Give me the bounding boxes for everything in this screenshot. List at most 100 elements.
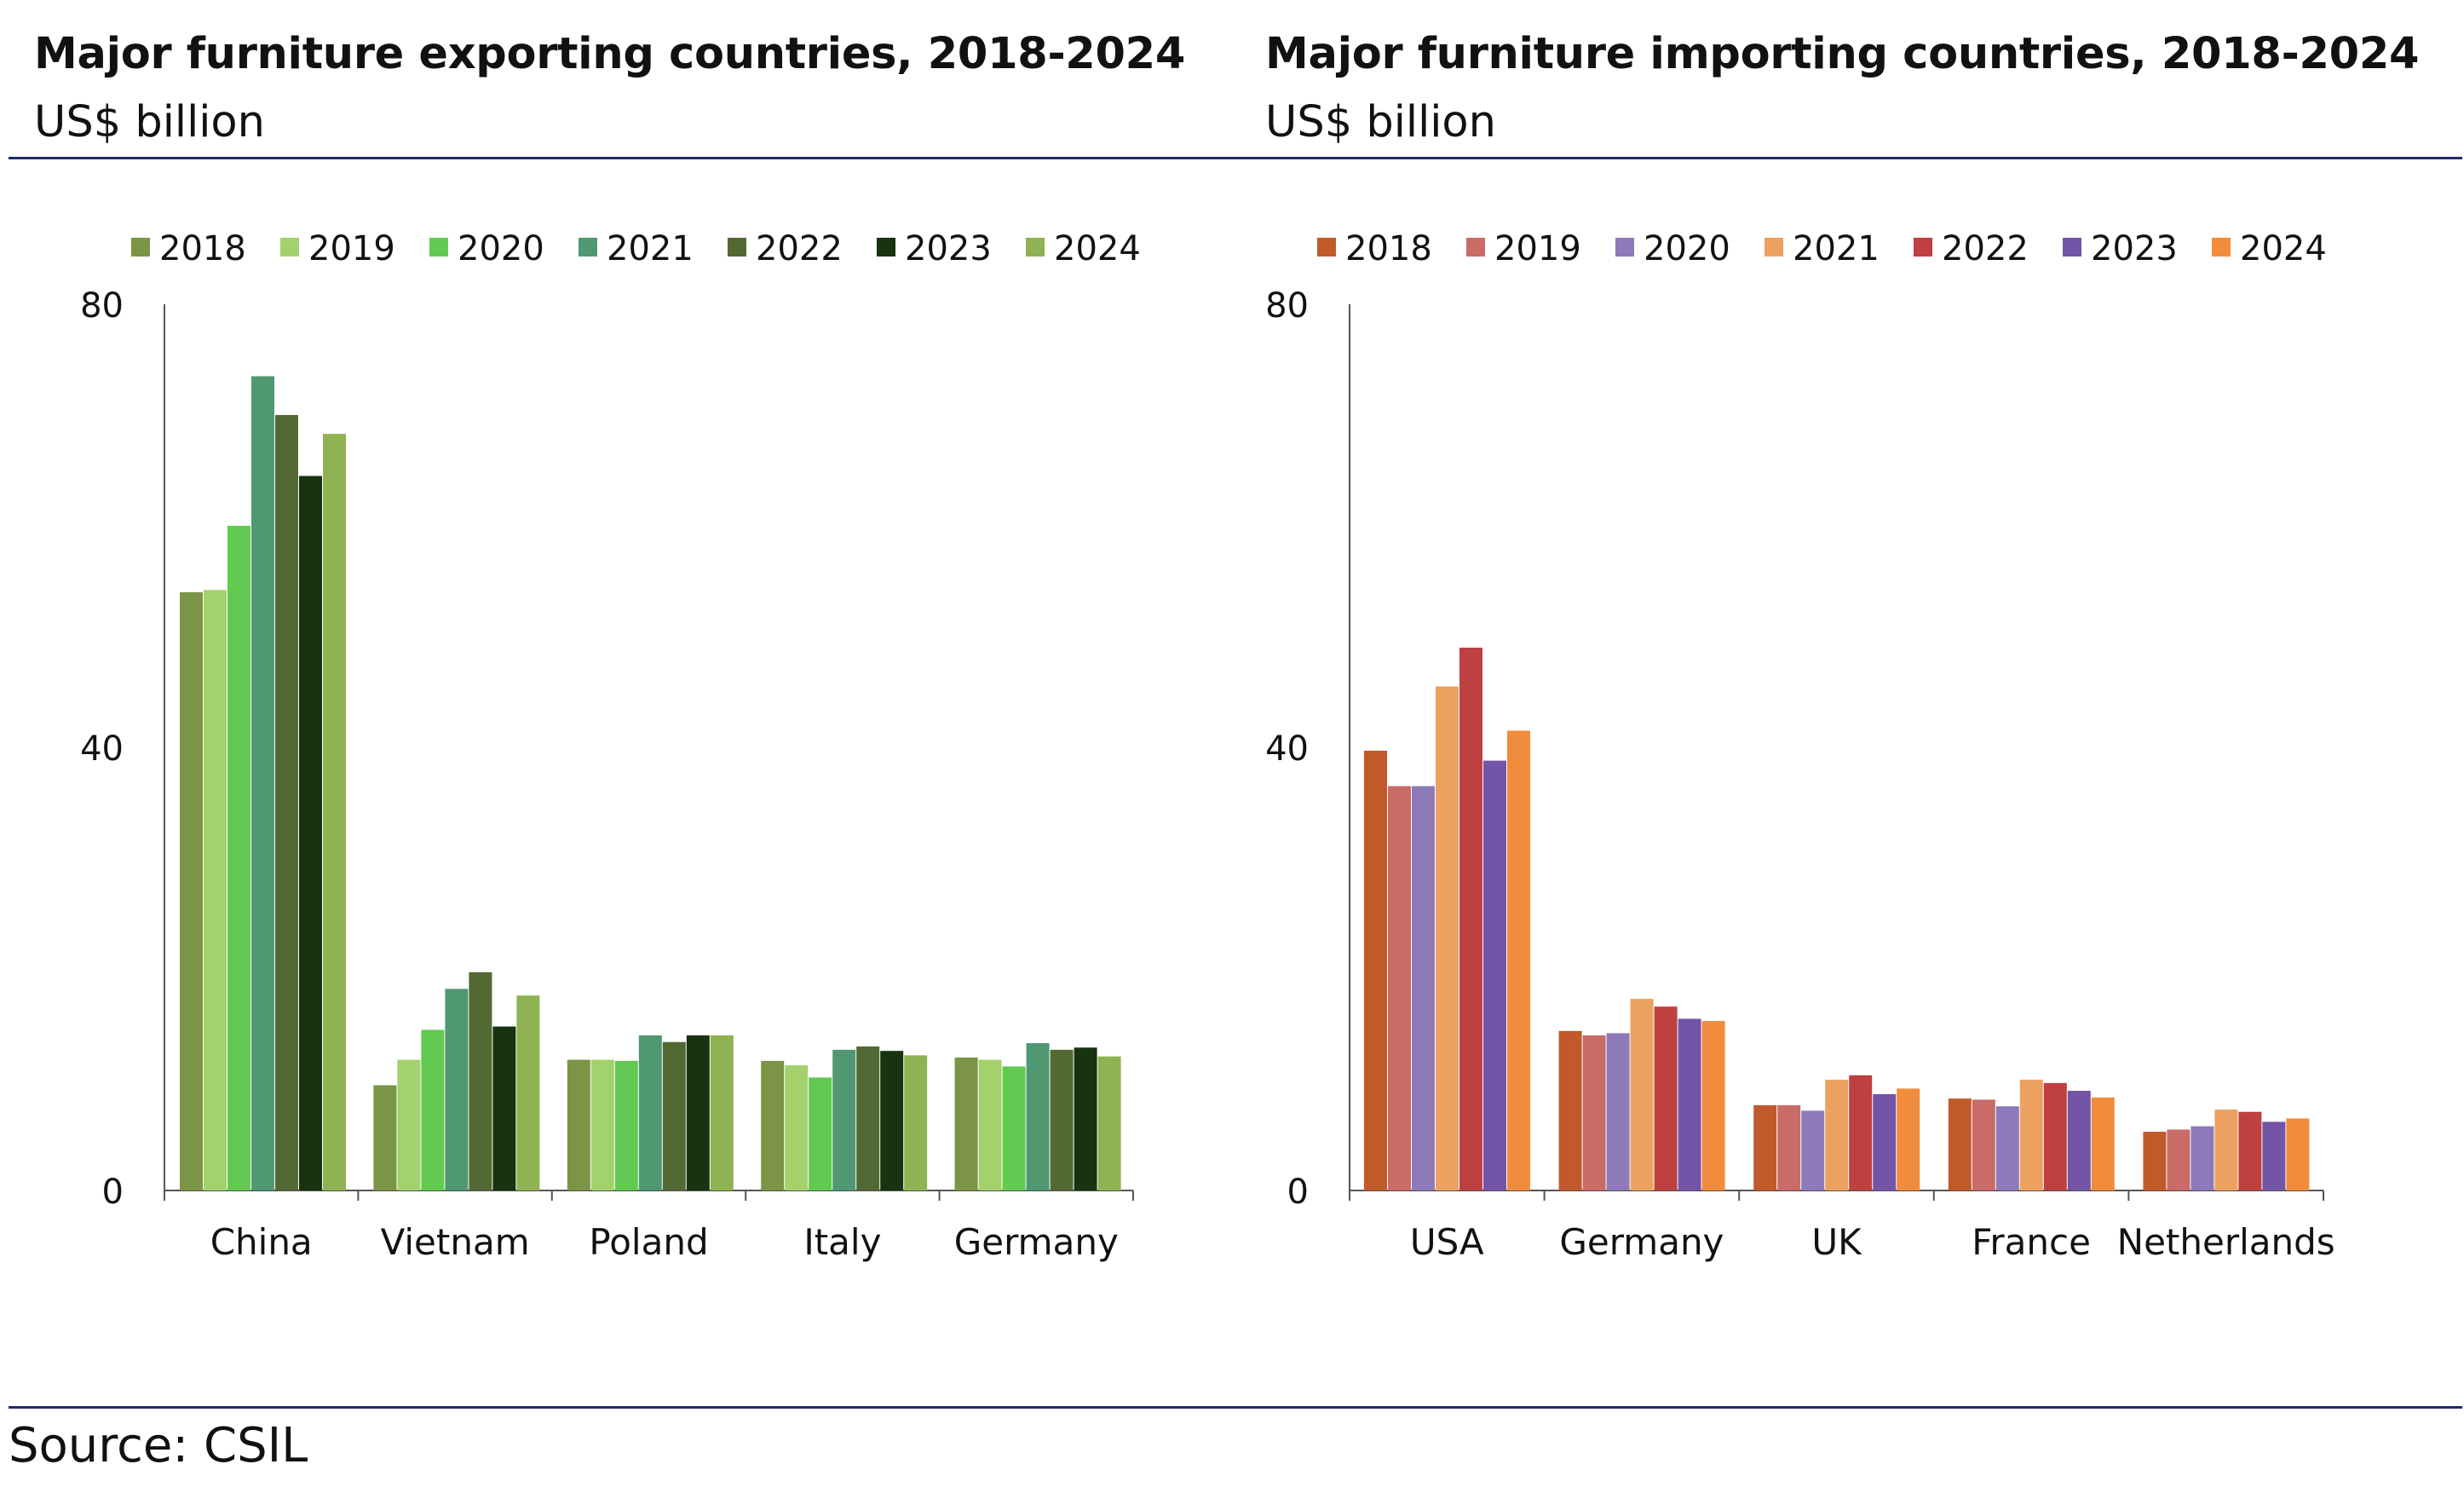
bar xyxy=(1026,1043,1050,1190)
bar xyxy=(567,1059,590,1190)
bar xyxy=(1825,1080,1849,1190)
bar xyxy=(614,1060,638,1190)
legend-swatch xyxy=(1026,238,1045,257)
bar xyxy=(1582,1035,1606,1190)
x-category-label: Netherlands xyxy=(2117,1221,2335,1263)
bar xyxy=(2143,1132,2167,1190)
legend-label: 2019 xyxy=(1494,229,1581,268)
source-note: Source: CSIL xyxy=(9,1418,308,1473)
bar xyxy=(1606,1033,1630,1190)
legend-swatch xyxy=(579,238,597,257)
bar xyxy=(1948,1098,1972,1190)
bar xyxy=(251,376,274,1190)
bar xyxy=(1074,1047,1097,1190)
legend-swatch xyxy=(280,238,299,257)
bar xyxy=(590,1059,614,1190)
bar xyxy=(710,1035,734,1190)
bar xyxy=(1630,999,1654,1190)
bar xyxy=(2067,1091,2091,1190)
bar xyxy=(1507,730,1530,1190)
bar xyxy=(785,1065,809,1190)
legend-label: 2022 xyxy=(1942,229,2029,268)
imports-bar-chart: 0 40 80 USA Germany UK France Netherlands 2018 20… xyxy=(1265,229,2335,1263)
bar xyxy=(1777,1104,1801,1190)
bar xyxy=(1678,1018,1701,1190)
bar xyxy=(978,1059,1002,1190)
bar xyxy=(1873,1093,1897,1190)
bar xyxy=(373,1085,397,1190)
imports-chart-panel: Major furniture importing countries, 201… xyxy=(1231,0,2464,1406)
legend-label: 2018 xyxy=(159,229,246,268)
bar xyxy=(1558,1030,1582,1190)
x-category-label: USA xyxy=(1410,1221,1484,1263)
legend-label: 2018 xyxy=(1345,229,1432,268)
x-category-label: Vietnam xyxy=(381,1221,530,1263)
bar xyxy=(954,1058,978,1190)
bar xyxy=(2262,1121,2286,1190)
chart-title: Major furniture importing countries, 201… xyxy=(1265,29,2420,79)
x-category-label: Germany xyxy=(1559,1221,1724,1263)
bar xyxy=(638,1035,662,1190)
bar xyxy=(323,434,346,1191)
legend-swatch xyxy=(1765,238,1783,257)
bar xyxy=(1364,750,1387,1190)
y-tick-label: 0 xyxy=(1287,1173,1309,1212)
legend-swatch xyxy=(1615,238,1634,257)
bar xyxy=(832,1049,856,1190)
header-divider xyxy=(9,157,2462,159)
x-category-label: China xyxy=(210,1221,313,1263)
bar xyxy=(516,995,540,1190)
bar xyxy=(1897,1088,1920,1190)
bar xyxy=(299,476,322,1190)
bar xyxy=(1849,1075,1873,1190)
exports-bar-chart: 0 40 80 China Vietnam Poland Italy Germany 2018 2… xyxy=(80,229,1141,1263)
footer-divider xyxy=(9,1406,2462,1409)
bar xyxy=(421,1029,445,1190)
legend-swatch xyxy=(1317,238,1336,257)
bar xyxy=(204,590,227,1190)
legend-label: 2021 xyxy=(1793,229,1880,268)
legend-swatch xyxy=(2063,238,2081,257)
legend-label: 2022 xyxy=(756,229,843,268)
bar xyxy=(1701,1021,1725,1190)
legend-swatch xyxy=(2212,238,2231,257)
bar xyxy=(227,526,250,1190)
bar xyxy=(445,989,469,1190)
legend-label: 2023 xyxy=(905,229,992,268)
bar xyxy=(2286,1118,2310,1190)
x-category-label: Poland xyxy=(589,1221,708,1263)
bar xyxy=(1753,1104,1777,1190)
bar xyxy=(1002,1066,1026,1190)
exports-chart-panel: Major furniture exporting countries, 201… xyxy=(0,0,1231,1406)
legend-label: 2024 xyxy=(1054,229,1141,268)
bar xyxy=(880,1051,904,1190)
legend-label: 2024 xyxy=(2240,229,2327,268)
legend-swatch xyxy=(728,238,746,257)
legend-label: 2021 xyxy=(607,229,694,268)
y-tick-label: 40 xyxy=(80,729,124,769)
chart-subtitle: US$ billion xyxy=(1265,97,1496,147)
y-tick-label: 0 xyxy=(102,1173,124,1212)
bar xyxy=(2238,1111,2262,1190)
bar xyxy=(686,1035,710,1190)
bar xyxy=(1412,786,1435,1190)
bar xyxy=(1097,1056,1121,1190)
legend-swatch xyxy=(429,238,448,257)
bar xyxy=(1436,686,1459,1190)
bar xyxy=(2043,1082,2067,1190)
bar xyxy=(397,1059,421,1190)
bar xyxy=(856,1046,880,1190)
bar xyxy=(1801,1110,1825,1190)
chart-subtitle: US$ billion xyxy=(34,97,265,147)
bar xyxy=(469,971,492,1190)
y-tick-label: 80 xyxy=(80,286,124,326)
bar xyxy=(809,1077,832,1190)
bar xyxy=(2091,1097,2115,1190)
bar xyxy=(180,592,203,1190)
legend-swatch xyxy=(1466,238,1485,257)
legend-label: 2023 xyxy=(2091,229,2178,268)
y-tick-label: 80 xyxy=(1265,286,1309,326)
legend-swatch xyxy=(1914,238,1932,257)
x-category-label: Italy xyxy=(803,1221,881,1263)
bar xyxy=(492,1026,516,1190)
